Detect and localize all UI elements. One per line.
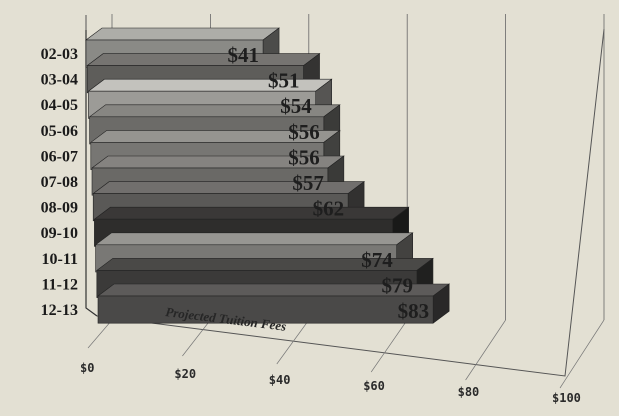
x-tick-label: $0: [80, 361, 94, 375]
floor-gridline: [370, 319, 408, 373]
data-label: $54: [280, 94, 312, 118]
data-label: $56: [288, 120, 320, 144]
floor-gridline: [465, 319, 506, 381]
x-tick-label: $40: [269, 373, 291, 387]
bar-group: [85, 27, 451, 324]
data-label: $51: [268, 69, 300, 93]
x-tick-label: $60: [363, 379, 385, 393]
category-label: 05-06: [41, 123, 78, 140]
category-label: 12-13: [41, 302, 78, 319]
x-tick-label: $20: [174, 367, 196, 381]
bar-top: [93, 206, 410, 220]
floor-gridline: [276, 319, 310, 365]
x-tick-label: $100: [552, 391, 581, 405]
category-label: 09-10: [41, 225, 78, 242]
category-label: 11-12: [42, 276, 78, 293]
chart-walls: [85, 15, 605, 377]
bar: [97, 295, 434, 324]
floor-gridline: [87, 319, 113, 349]
category-label: 07-08: [41, 174, 78, 191]
bar-top: [85, 27, 280, 41]
floor-gridline: [559, 319, 605, 389]
category-label: 06-07: [41, 148, 78, 165]
category-label: 02-03: [41, 46, 78, 63]
data-label: $56: [288, 145, 320, 169]
category-label: 08-09: [41, 200, 78, 217]
label-group: $0 $20 $40 $60 $80 $100 02-03 $41 03-04 $51 04-05 $…: [41, 43, 581, 405]
category-label: 03-04: [41, 72, 78, 89]
bar-top: [94, 232, 414, 246]
category-label: 04-05: [41, 97, 78, 114]
floor-gridline: [182, 319, 211, 357]
back-wall-edge: [85, 30, 98, 317]
data-label: $57: [292, 171, 324, 195]
floor-edge: [96, 28, 605, 377]
data-label: $62: [313, 197, 345, 221]
bar-top: [86, 53, 321, 66]
x-tick-label: $80: [458, 385, 480, 399]
data-label: $74: [361, 248, 393, 272]
data-label: $79: [381, 273, 413, 297]
data-label: $83: [398, 299, 430, 323]
category-label: 10-11: [42, 251, 78, 268]
data-label: $41: [228, 43, 260, 67]
